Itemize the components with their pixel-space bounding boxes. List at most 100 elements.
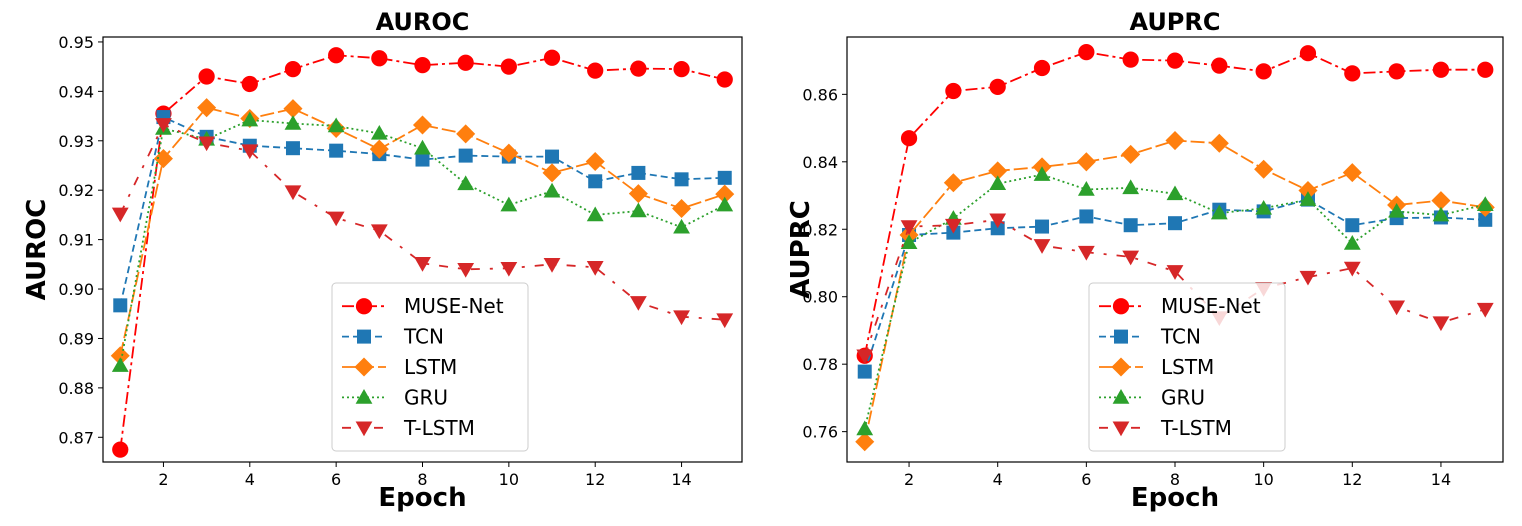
data-point xyxy=(1033,239,1051,254)
data-point xyxy=(1432,316,1450,332)
legend: MUSE-Net TCN LSTM GRU T-LSTM xyxy=(1088,282,1286,452)
data-point xyxy=(586,260,604,276)
data-point xyxy=(1210,204,1228,220)
series-gru xyxy=(111,111,734,372)
x-tick-label: 12 xyxy=(1342,470,1362,489)
data-point xyxy=(1254,159,1274,179)
legend-item: TCN xyxy=(342,325,444,349)
data-point xyxy=(1078,44,1095,61)
chart-2: AUPRC 2 4 6 8 10 12 14 0.76 0.78 0.80 0.82 0.84 0.86 E… xyxy=(786,8,1504,513)
series-line xyxy=(863,173,1486,430)
legend-marker xyxy=(1112,389,1130,404)
data-point xyxy=(989,175,1007,191)
data-point xyxy=(857,364,872,379)
y-tick-label: 0.87 xyxy=(58,428,94,447)
data-point xyxy=(241,75,258,93)
data-point xyxy=(630,60,647,77)
data-point xyxy=(1432,61,1450,78)
legend-item: MUSE-Net xyxy=(1099,294,1261,318)
y-tick-label: 0.90 xyxy=(58,280,94,299)
data-point xyxy=(989,213,1007,229)
data-point xyxy=(1076,152,1096,172)
series-tcn xyxy=(857,192,1493,379)
data-point xyxy=(284,185,302,201)
data-point xyxy=(414,57,431,74)
y-tick-label: 0.91 xyxy=(58,231,94,250)
legend-marker xyxy=(355,389,373,404)
legend-marker xyxy=(354,357,374,377)
legend-marker xyxy=(355,421,373,437)
y-tick-label: 0.89 xyxy=(58,329,94,348)
data-point xyxy=(856,349,874,365)
legend-marker xyxy=(1111,357,1131,377)
data-point xyxy=(629,296,647,311)
data-point xyxy=(111,207,129,223)
legend-label: T-LSTM xyxy=(1160,416,1232,440)
data-point xyxy=(110,346,130,366)
data-point xyxy=(1122,250,1140,266)
data-point xyxy=(370,224,388,240)
data-point xyxy=(500,196,518,212)
data-point xyxy=(1255,199,1273,215)
data-point xyxy=(198,136,216,152)
data-point xyxy=(990,221,1005,236)
data-point xyxy=(113,298,128,313)
series-line xyxy=(119,119,726,366)
data-point xyxy=(500,58,517,75)
series-muse-net xyxy=(112,47,733,458)
data-point xyxy=(1168,216,1182,231)
data-point xyxy=(716,71,733,88)
data-point xyxy=(673,61,690,78)
data-point xyxy=(1121,144,1141,164)
data-point xyxy=(1345,218,1360,233)
data-point xyxy=(1299,270,1317,286)
legend-item: GRU xyxy=(342,385,448,409)
data-point xyxy=(1388,300,1406,316)
legend-item: TCN xyxy=(1099,325,1201,349)
legend-label: TCN xyxy=(403,325,444,349)
data-point xyxy=(629,202,647,218)
data-point xyxy=(543,258,561,273)
data-point xyxy=(283,99,303,119)
data-point xyxy=(628,184,648,204)
legend-label: LSTM xyxy=(1161,355,1214,379)
data-point xyxy=(414,257,431,272)
data-point xyxy=(1123,218,1138,233)
chart-title: AUROC xyxy=(376,8,470,36)
data-point xyxy=(1299,191,1317,206)
y-tick-label: 0.86 xyxy=(802,85,838,104)
data-point xyxy=(900,234,918,250)
data-point xyxy=(585,152,605,172)
legend-marker xyxy=(355,298,373,315)
data-point xyxy=(111,357,129,372)
data-point xyxy=(1343,261,1361,277)
data-point xyxy=(241,144,259,160)
data-point xyxy=(1033,166,1051,181)
data-point xyxy=(415,152,430,167)
data-point xyxy=(944,218,962,234)
data-point xyxy=(371,50,388,67)
y-axis-label: AUPRC xyxy=(786,200,816,299)
y-tick-label: 0.84 xyxy=(802,153,838,172)
data-point xyxy=(672,198,692,219)
x-tick-label: 6 xyxy=(1081,470,1091,489)
data-point xyxy=(1166,52,1184,69)
data-point xyxy=(500,261,518,277)
data-point xyxy=(543,49,561,66)
x-tick-label: 10 xyxy=(499,470,519,489)
legend-label: MUSE-Net xyxy=(1161,294,1261,318)
data-point xyxy=(1432,206,1450,222)
data-point xyxy=(457,54,474,71)
x-tick-label: 6 xyxy=(331,470,341,489)
data-point xyxy=(456,124,476,144)
y-tick-label: 0.95 xyxy=(58,33,94,52)
legend-marker xyxy=(1112,421,1130,437)
y-tick-label: 0.88 xyxy=(58,379,94,398)
data-point xyxy=(543,182,561,198)
data-point xyxy=(457,175,475,191)
series-line xyxy=(863,218,1486,357)
y-tick-label: 0.94 xyxy=(58,82,94,101)
data-point xyxy=(1343,235,1361,250)
y-axis-label: AUROC xyxy=(22,199,52,301)
data-point xyxy=(499,143,519,163)
